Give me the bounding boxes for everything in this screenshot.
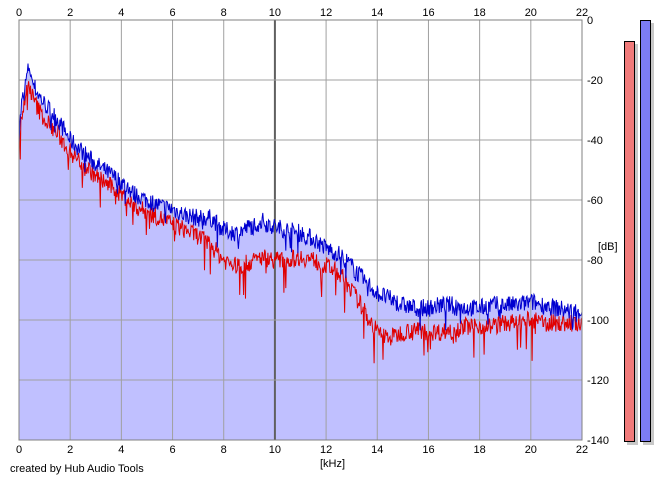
tick-labels: 002244668810101212141416161818202022220-… [16, 7, 609, 456]
y-tick-label: -80 [587, 255, 603, 267]
x-tick-label-top: 8 [221, 7, 227, 19]
x-tick-label-top: 2 [67, 7, 73, 19]
y-tick-label: -60 [587, 195, 603, 207]
x-tick-label-top: 12 [320, 7, 332, 19]
x-tick-label-bottom: 4 [118, 444, 124, 456]
blue-series-line [18, 63, 583, 331]
y-tick-label: -140 [587, 435, 609, 447]
y-tick-label: -40 [587, 135, 603, 147]
x-tick-label-bottom: 20 [525, 444, 537, 456]
x-tick-label-top: 10 [269, 7, 281, 19]
left-level-meter [624, 41, 635, 442]
credit-text: created by Hub Audio Tools [10, 463, 144, 475]
x-tick-label-top: 14 [371, 7, 383, 19]
x-tick-label-bottom: 14 [371, 444, 383, 456]
x-tick-label-bottom: 0 [16, 444, 22, 456]
x-tick-label-bottom: 10 [269, 444, 281, 456]
spectrum-lines [18, 63, 583, 364]
y-tick-label: -120 [587, 375, 609, 387]
x-tick-label-bottom: 2 [67, 444, 73, 456]
x-tick-label-bottom: 8 [221, 444, 227, 456]
right-level-meter [640, 20, 651, 442]
spectrum-fill-area [19, 63, 582, 440]
x-tick-label-bottom: 16 [422, 444, 434, 456]
x-tick-label-bottom: 6 [169, 444, 175, 456]
red-series-line [18, 81, 583, 364]
x-axis-label: [kHz] [320, 458, 345, 470]
y-axis-label: [dB] [598, 241, 618, 253]
plot-border [18, 19, 583, 441]
y-tick-label: -100 [587, 315, 609, 327]
x-tick-label-top: 18 [474, 7, 486, 19]
x-tick-label-top: 20 [525, 7, 537, 19]
x-tick-label-bottom: 12 [320, 444, 332, 456]
x-tick-label-top: 6 [169, 7, 175, 19]
x-tick-label-top: 22 [576, 7, 588, 19]
x-tick-label-top: 4 [118, 7, 124, 19]
x-tick-label-bottom: 22 [576, 444, 588, 456]
x-tick-label-top: 16 [422, 7, 434, 19]
x-tick-label-top: 0 [16, 7, 22, 19]
y-tick-label: -20 [587, 75, 603, 87]
y-tick-label: 0 [587, 15, 593, 27]
x-tick-label-bottom: 18 [474, 444, 486, 456]
